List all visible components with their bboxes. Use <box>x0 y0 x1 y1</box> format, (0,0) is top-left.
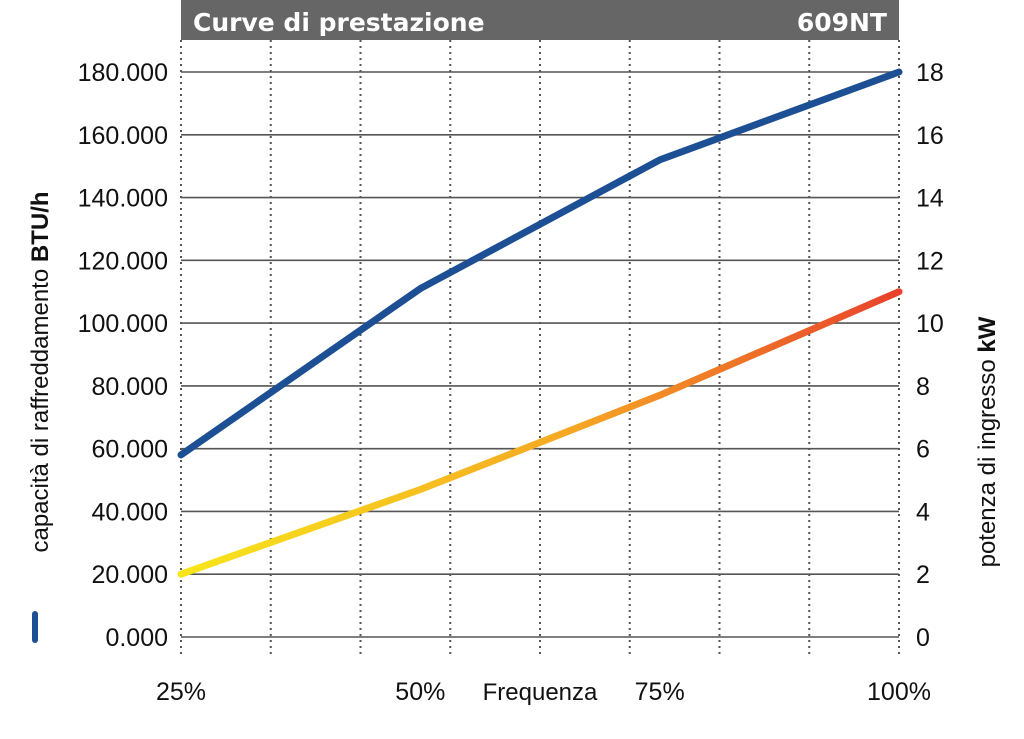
x-axis-ticks: 25% 50% 75% 100% <box>156 678 931 706</box>
right-axis-tick-label: 16 <box>916 122 944 150</box>
right-axis-tick-label: 4 <box>916 498 930 526</box>
right-axis-tick-label: 10 <box>916 310 944 338</box>
capacity-series-line <box>177 68 903 459</box>
right-axis-tick-label: 14 <box>916 185 944 213</box>
left-axis-title: capacità di raffreddamento BTU/h <box>27 191 54 552</box>
right-axis-title-text: potenza di ingresso <box>974 353 1001 568</box>
left-axis-tick-label: 40.000 <box>92 498 168 526</box>
left-axis-tick-label: 60.000 <box>92 436 168 464</box>
right-axis-tick-label: 12 <box>916 247 944 275</box>
right-axis-title-unit: kW <box>974 316 1001 352</box>
left-axis-ticks: 0.000 20.000 40.000 60.000 80.000 100.000 120.… <box>78 59 168 652</box>
left-axis-tick-label: 20.000 <box>92 561 168 589</box>
chart-model: 609NT <box>797 8 887 37</box>
right-axis-tick-label: 8 <box>916 373 930 401</box>
right-axis-ticks: 0 2 4 6 8 10 12 14 16 18 <box>916 59 944 652</box>
x-axis-tick-label: 50% <box>395 678 445 706</box>
left-axis-tick-label: 180.000 <box>78 59 168 87</box>
left-axis-tick-label: 120.000 <box>78 247 168 275</box>
left-axis-tick-label: 100.000 <box>78 310 168 338</box>
left-axis-tick-label: 0.000 <box>105 624 168 652</box>
chart-header-bar <box>181 0 899 40</box>
right-axis-tick-label: 18 <box>916 59 944 87</box>
chart-title: Curve di prestazione <box>193 8 485 37</box>
x-axis-tick-label: 100% <box>867 678 931 706</box>
left-axis-title-text: capacità di raffreddamento <box>27 262 54 552</box>
right-axis-tick-label: 0 <box>916 624 930 652</box>
left-axis-tick-label: 80.000 <box>92 373 168 401</box>
power-series-line <box>177 288 903 578</box>
left-axis-tick-label: 140.000 <box>78 185 168 213</box>
x-axis-tick-label: 25% <box>156 678 206 706</box>
series-layer <box>177 68 903 578</box>
right-axis-tick-label: 6 <box>916 436 930 464</box>
x-axis-tick-label: 75% <box>635 678 685 706</box>
left-axis-title-unit: BTU/h <box>27 191 54 262</box>
right-axis-title: potenza di ingresso kW <box>974 316 1001 567</box>
x-axis-title: Frequenza <box>483 679 598 706</box>
right-axis-tick-label: 2 <box>916 561 930 589</box>
left-axis-tick-label: 160.000 <box>78 122 168 150</box>
grid <box>180 40 900 655</box>
